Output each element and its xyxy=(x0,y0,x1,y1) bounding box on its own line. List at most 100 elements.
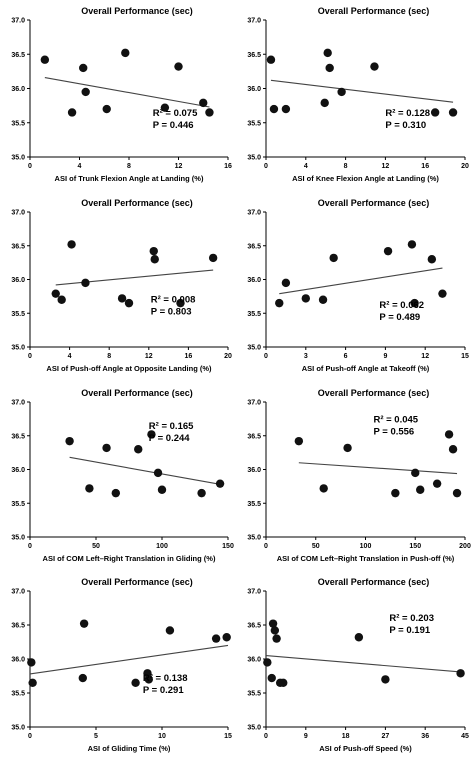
x-axis-label: ASI of Push-off Speed (%) xyxy=(319,744,412,753)
x-tick-label: 16 xyxy=(185,353,193,360)
regression-line xyxy=(279,267,443,295)
data-point xyxy=(448,108,458,117)
data-point xyxy=(160,103,170,112)
y-tick-label: 36.0 xyxy=(247,657,261,664)
data-point xyxy=(197,488,206,498)
chart-title: Overall Performance (sec) xyxy=(318,198,430,208)
data-point xyxy=(65,436,74,446)
r-squared-label: R² = 0.008 xyxy=(151,294,196,305)
x-tick-label: 5 xyxy=(94,733,98,740)
data-point xyxy=(272,634,281,643)
x-tick-label: 15 xyxy=(461,353,469,360)
x-tick-label: 50 xyxy=(312,543,320,550)
p-value-label: P = 0.191 xyxy=(389,625,430,636)
x-axis-label: ASI of Push-off Angle at Opposite Landin… xyxy=(46,364,212,373)
x-tick-label: 18 xyxy=(342,733,350,740)
data-point xyxy=(301,294,310,303)
data-point xyxy=(40,55,50,64)
x-tick-label: 0 xyxy=(264,543,268,550)
x-tick-label: 150 xyxy=(409,543,421,550)
y-tick-label: 36.5 xyxy=(247,52,261,59)
x-tick-label: 10 xyxy=(158,733,166,740)
y-tick-label: 35.0 xyxy=(11,535,25,542)
data-point xyxy=(153,468,163,478)
x-tick-label: 12 xyxy=(382,163,390,170)
x-tick-label: 9 xyxy=(383,353,387,360)
scatter-panel-2: Overall Performance (sec) 35.0 35.5 36.0 36.… xyxy=(247,6,469,183)
data-point xyxy=(268,619,278,628)
data-point xyxy=(275,298,284,308)
scatter-panel-8: Overall Performance (sec) 35.0 35.5 36.0 36.… xyxy=(247,577,469,753)
y-tick-label: 35.5 xyxy=(247,691,261,698)
data-point xyxy=(323,48,332,58)
y-tick-label: 35.5 xyxy=(11,501,25,508)
y-tick-label: 35.5 xyxy=(11,120,25,127)
data-point xyxy=(267,673,276,683)
y-tick-label: 35.5 xyxy=(11,691,25,698)
r-squared-label: R² = 0.045 xyxy=(373,414,418,425)
p-value-label: P = 0.310 xyxy=(385,120,426,131)
data-point xyxy=(174,62,183,71)
x-tick-label: 0 xyxy=(28,543,32,550)
y-tick-label: 35.5 xyxy=(247,311,261,318)
data-point xyxy=(149,246,158,256)
x-tick-label: 20 xyxy=(224,353,232,360)
data-point xyxy=(411,468,420,478)
y-tick-label: 35.0 xyxy=(11,725,25,732)
x-tick-label: 16 xyxy=(224,163,232,170)
x-axis-label: ASI of COM Left–Right Translation in Pus… xyxy=(277,554,455,563)
x-tick-label: 4 xyxy=(78,163,82,170)
data-point xyxy=(427,255,437,264)
regression-line xyxy=(55,269,214,286)
y-tick-label: 37.0 xyxy=(247,400,261,407)
x-tick-label: 0 xyxy=(28,733,32,740)
y-tick-label: 36.5 xyxy=(11,243,25,250)
data-point xyxy=(102,443,111,453)
y-tick-label: 36.5 xyxy=(11,52,25,59)
data-point xyxy=(208,253,218,263)
data-point xyxy=(319,484,328,493)
data-point xyxy=(354,633,364,642)
x-tick-label: 16 xyxy=(421,163,429,170)
data-point xyxy=(456,669,465,678)
p-value-label: P = 0.489 xyxy=(379,312,420,323)
y-tick-label: 36.0 xyxy=(11,86,25,93)
data-point xyxy=(279,678,288,687)
x-tick-label: 100 xyxy=(156,543,168,550)
x-axis-label: ASI of Knee Flexion Angle at Landing (%) xyxy=(292,174,439,183)
data-point xyxy=(67,108,77,117)
x-tick-label: 3 xyxy=(304,353,308,360)
data-point xyxy=(78,673,88,683)
data-point xyxy=(407,240,417,249)
regression-line xyxy=(44,76,210,108)
chart-title: Overall Performance (sec) xyxy=(318,577,430,587)
x-tick-label: 50 xyxy=(92,543,100,550)
data-point xyxy=(266,55,276,64)
y-tick-label: 36.5 xyxy=(11,623,25,630)
regression-line xyxy=(270,79,454,103)
x-tick-label: 0 xyxy=(28,353,32,360)
data-point xyxy=(67,240,76,249)
x-axis-label: ASI of Trunk Flexion Angle at Landing (%… xyxy=(55,174,204,183)
data-point xyxy=(381,675,390,684)
y-tick-label: 36.0 xyxy=(11,467,25,474)
x-tick-label: 8 xyxy=(107,353,111,360)
y-tick-label: 36.0 xyxy=(11,657,25,664)
data-point xyxy=(281,104,291,114)
chart-title: Overall Performance (sec) xyxy=(81,388,193,398)
data-point xyxy=(157,485,167,494)
data-point xyxy=(27,658,36,667)
r-squared-label: R² = 0.165 xyxy=(149,421,194,432)
scatter-panel-7: Overall Performance (sec) 35.0 35.5 36.0 36.… xyxy=(11,577,232,753)
data-point xyxy=(211,634,221,643)
x-tick-label: 9 xyxy=(304,733,308,740)
x-tick-label: 12 xyxy=(145,353,153,360)
data-point xyxy=(134,445,143,454)
y-tick-label: 36.0 xyxy=(247,86,261,93)
data-point xyxy=(102,104,111,114)
p-value-label: P = 0.446 xyxy=(153,120,194,131)
data-point xyxy=(79,619,89,628)
data-point xyxy=(176,298,185,308)
x-tick-label: 36 xyxy=(421,733,429,740)
